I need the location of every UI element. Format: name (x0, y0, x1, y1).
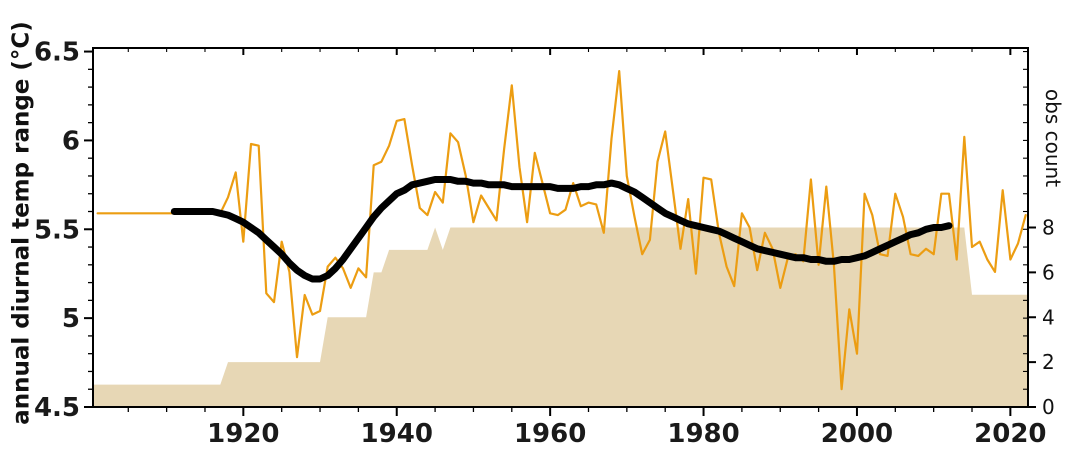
y-tick-label: 4.5 (34, 393, 80, 423)
y2-tick-label: 2 (1042, 350, 1055, 374)
y2-axis-title: obs count (1041, 88, 1065, 188)
y-tick-label: 5 (62, 304, 80, 334)
x-tick-label: 2000 (821, 419, 893, 449)
y2-tick-label: 4 (1042, 305, 1055, 329)
y2-tick-label: 6 (1042, 260, 1055, 284)
x-tick-label: 1920 (207, 419, 279, 449)
x-tick-label: 2020 (974, 419, 1046, 449)
y2-tick-label: 0 (1042, 395, 1055, 419)
annual-diurnal-temp-range-line (96, 70, 1027, 391)
y-tick-label: 6.5 (34, 38, 80, 68)
smoothed-diurnal-temp-range-line (170, 176, 953, 283)
y2-tick-label: 8 (1042, 216, 1055, 240)
x-tick-label: 1940 (361, 419, 433, 449)
y-tick-label: 6 (62, 126, 80, 156)
x-tick-label: 1980 (667, 419, 739, 449)
x-tick-label: 1960 (514, 419, 586, 449)
y-tick-label: 5.5 (34, 215, 80, 245)
obs-count-area (93, 227, 1028, 407)
y-axis-title: annual diurnal temp range (°C) (8, 21, 35, 425)
